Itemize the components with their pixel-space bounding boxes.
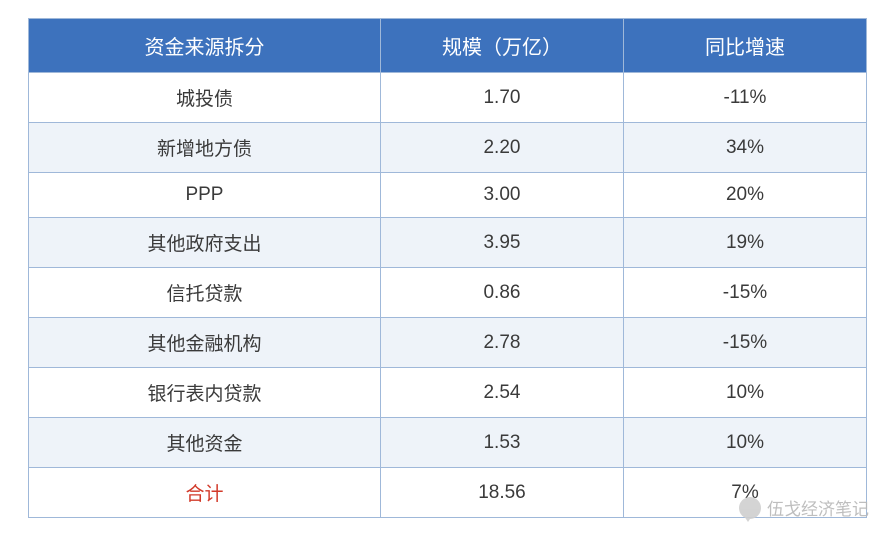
cell-name: 城投债 bbox=[29, 73, 381, 123]
table-row: 银行表内贷款 2.54 10% bbox=[29, 368, 867, 418]
cell-scale: 2.20 bbox=[380, 123, 623, 173]
cell-name: PPP bbox=[29, 173, 381, 218]
wechat-bubble-icon bbox=[739, 497, 761, 519]
col-header-scale: 规模（万亿） bbox=[380, 19, 623, 73]
cell-name: 银行表内贷款 bbox=[29, 368, 381, 418]
cell-growth: 10% bbox=[623, 368, 866, 418]
col-header-growth: 同比增速 bbox=[623, 19, 866, 73]
funding-sources-table: 资金来源拆分 规模（万亿） 同比增速 城投债 1.70 -11% 新增地方债 2… bbox=[28, 18, 867, 518]
cell-total-scale: 18.56 bbox=[380, 468, 623, 518]
table-row: 新增地方债 2.20 34% bbox=[29, 123, 867, 173]
cell-growth: -15% bbox=[623, 318, 866, 368]
cell-scale: 2.78 bbox=[380, 318, 623, 368]
cell-growth: 10% bbox=[623, 418, 866, 468]
cell-scale: 3.00 bbox=[380, 173, 623, 218]
table-row: 城投债 1.70 -11% bbox=[29, 73, 867, 123]
table-header-row: 资金来源拆分 规模（万亿） 同比增速 bbox=[29, 19, 867, 73]
cell-scale: 3.95 bbox=[380, 218, 623, 268]
cell-growth: 34% bbox=[623, 123, 866, 173]
cell-growth: -15% bbox=[623, 268, 866, 318]
cell-name: 其他金融机构 bbox=[29, 318, 381, 368]
source-watermark: 伍戈经济笔记 bbox=[739, 495, 869, 520]
cell-name: 其他政府支出 bbox=[29, 218, 381, 268]
table-row: PPP 3.00 20% bbox=[29, 173, 867, 218]
cell-scale: 2.54 bbox=[380, 368, 623, 418]
cell-scale: 1.53 bbox=[380, 418, 623, 468]
table-row: 信托贷款 0.86 -15% bbox=[29, 268, 867, 318]
cell-name: 新增地方债 bbox=[29, 123, 381, 173]
cell-growth: -11% bbox=[623, 73, 866, 123]
cell-total-name: 合计 bbox=[29, 468, 381, 518]
cell-growth: 19% bbox=[623, 218, 866, 268]
col-header-name: 资金来源拆分 bbox=[29, 19, 381, 73]
cell-scale: 1.70 bbox=[380, 73, 623, 123]
cell-name: 其他资金 bbox=[29, 418, 381, 468]
cell-name: 信托贷款 bbox=[29, 268, 381, 318]
table-row: 其他资金 1.53 10% bbox=[29, 418, 867, 468]
table-row: 其他金融机构 2.78 -15% bbox=[29, 318, 867, 368]
watermark-text: 伍戈经济笔记 bbox=[767, 495, 869, 520]
cell-scale: 0.86 bbox=[380, 268, 623, 318]
table-row: 其他政府支出 3.95 19% bbox=[29, 218, 867, 268]
cell-growth: 20% bbox=[623, 173, 866, 218]
